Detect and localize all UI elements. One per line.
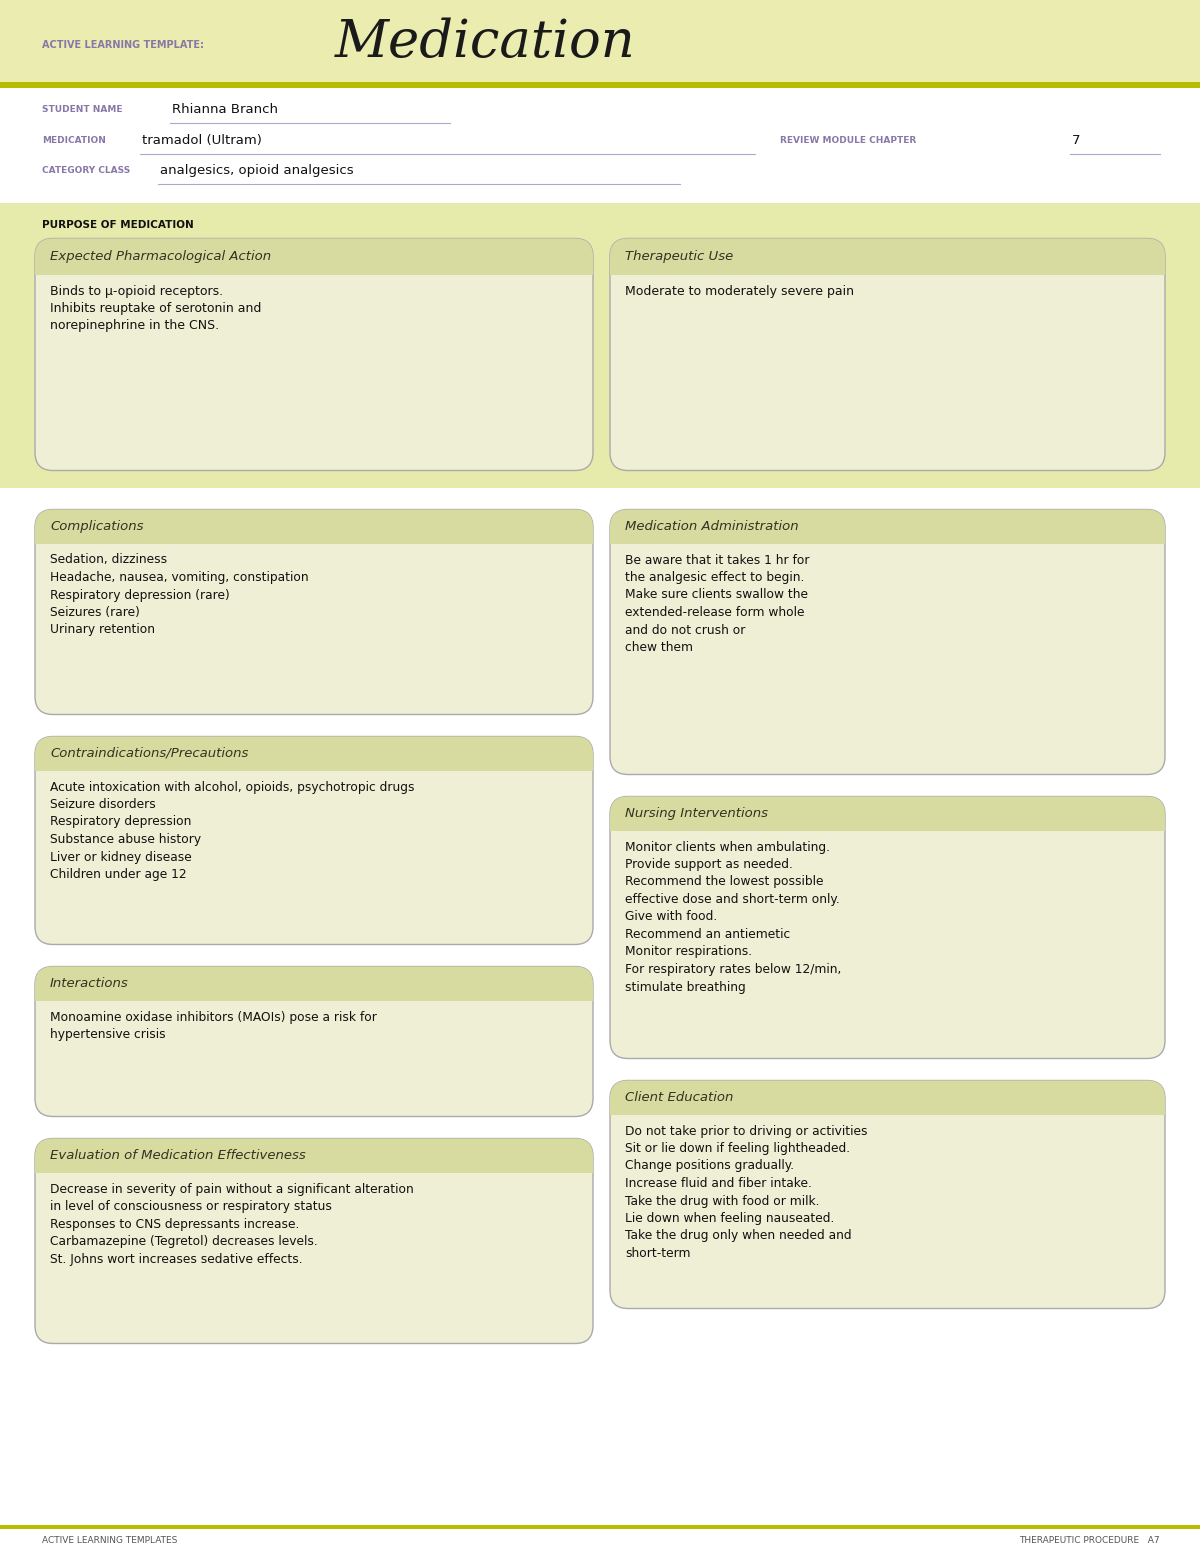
Text: tramadol (Ultram): tramadol (Ultram) <box>142 134 262 148</box>
Text: PURPOSE OF MEDICATION: PURPOSE OF MEDICATION <box>42 219 193 230</box>
Text: Monoamine oxidase inhibitors (MAOIs) pose a risk for
hypertensive crisis: Monoamine oxidase inhibitors (MAOIs) pos… <box>50 1011 377 1041</box>
FancyBboxPatch shape <box>35 239 593 471</box>
Bar <box>35 983 593 1000</box>
Text: REVIEW MODULE CHAPTER: REVIEW MODULE CHAPTER <box>780 137 917 144</box>
Text: Decrease in severity of pain without a significant alteration
in level of consci: Decrease in severity of pain without a s… <box>50 1182 414 1266</box>
Bar <box>35 526 593 544</box>
FancyBboxPatch shape <box>610 1081 1165 1115</box>
Text: Binds to μ-opioid receptors.
Inhibits reuptake of serotonin and
norepinephrine i: Binds to μ-opioid receptors. Inhibits re… <box>50 284 262 332</box>
Bar <box>610 814 1165 831</box>
Bar <box>0 488 1200 1525</box>
FancyBboxPatch shape <box>35 509 593 544</box>
FancyBboxPatch shape <box>35 736 593 944</box>
Text: Acute intoxication with alcohol, opioids, psychotropic drugs
Seizure disorders
R: Acute intoxication with alcohol, opioids… <box>50 781 414 881</box>
Text: analgesics, opioid analgesics: analgesics, opioid analgesics <box>160 165 354 177</box>
FancyBboxPatch shape <box>610 509 1165 775</box>
FancyBboxPatch shape <box>35 736 593 770</box>
FancyBboxPatch shape <box>35 1138 593 1343</box>
Text: THERAPEUTIC PROCEDURE   A7: THERAPEUTIC PROCEDURE A7 <box>1019 1536 1160 1545</box>
Text: MEDICATION: MEDICATION <box>42 137 106 144</box>
Bar <box>610 1098 1165 1115</box>
Bar <box>35 753 593 770</box>
FancyBboxPatch shape <box>35 239 593 275</box>
Text: Monitor clients when ambulating.
Provide support as needed.
Recommend the lowest: Monitor clients when ambulating. Provide… <box>625 840 841 994</box>
Text: Therapeutic Use: Therapeutic Use <box>625 250 733 262</box>
Text: Medication Administration: Medication Administration <box>625 520 799 533</box>
Bar <box>0 87 1200 202</box>
Text: CATEGORY CLASS: CATEGORY CLASS <box>42 166 131 175</box>
Text: Interactions: Interactions <box>50 977 128 989</box>
Text: Client Education: Client Education <box>625 1092 733 1104</box>
Text: Rhianna Branch: Rhianna Branch <box>172 102 278 116</box>
Text: 7: 7 <box>1072 134 1080 148</box>
FancyBboxPatch shape <box>35 1138 593 1173</box>
Text: Expected Pharmacological Action: Expected Pharmacological Action <box>50 250 271 262</box>
Text: ACTIVE LEARNING TEMPLATES: ACTIVE LEARNING TEMPLATES <box>42 1536 178 1545</box>
Text: STUDENT NAME: STUDENT NAME <box>42 106 122 113</box>
FancyBboxPatch shape <box>610 239 1165 471</box>
Bar <box>35 1155 593 1173</box>
Bar <box>0 82 1200 87</box>
FancyBboxPatch shape <box>610 1081 1165 1309</box>
FancyBboxPatch shape <box>610 797 1165 1059</box>
FancyBboxPatch shape <box>35 966 593 1117</box>
Bar <box>0 1525 1200 1530</box>
Bar <box>610 256 1165 275</box>
Text: Evaluation of Medication Effectiveness: Evaluation of Medication Effectiveness <box>50 1149 306 1162</box>
Text: Do not take prior to driving or activities
Sit or lie down if feeling lightheade: Do not take prior to driving or activiti… <box>625 1124 868 1259</box>
FancyBboxPatch shape <box>35 509 593 714</box>
Bar <box>35 256 593 275</box>
Bar <box>610 526 1165 544</box>
Bar <box>0 0 1200 82</box>
FancyBboxPatch shape <box>610 509 1165 544</box>
FancyBboxPatch shape <box>35 966 593 1000</box>
FancyBboxPatch shape <box>610 239 1165 275</box>
Text: Contraindications/Precautions: Contraindications/Precautions <box>50 747 248 759</box>
Text: Moderate to moderately severe pain: Moderate to moderately severe pain <box>625 284 854 298</box>
Text: Be aware that it takes 1 hr for
the analgesic effect to begin.
Make sure clients: Be aware that it takes 1 hr for the anal… <box>625 553 810 654</box>
Text: Complications: Complications <box>50 520 144 533</box>
Text: Medication: Medication <box>335 17 636 68</box>
FancyBboxPatch shape <box>610 797 1165 831</box>
Bar <box>0 202 1200 488</box>
Text: Sedation, dizziness
Headache, nausea, vomiting, constipation
Respiratory depress: Sedation, dizziness Headache, nausea, vo… <box>50 553 308 637</box>
Text: ACTIVE LEARNING TEMPLATE:: ACTIVE LEARNING TEMPLATE: <box>42 40 204 50</box>
Text: Nursing Interventions: Nursing Interventions <box>625 808 768 820</box>
